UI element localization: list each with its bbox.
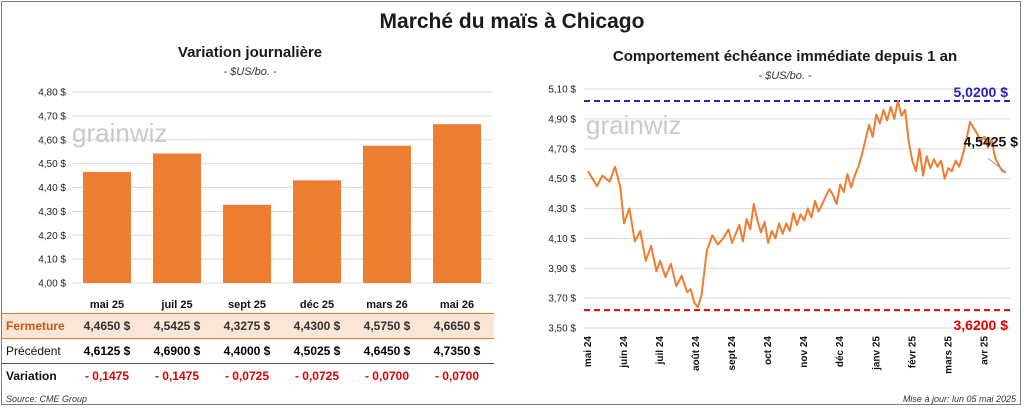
y-tick-label: 4,40 $ [38, 183, 66, 194]
last-label-leader [987, 157, 1007, 173]
table-cell: 4,4000 $ [223, 344, 271, 358]
left-bar-chart: 4,00 $ 4,10 $ 4,20 $ 4,30 $ 4,40 $ 4,50 $ 4,60… [38, 88, 492, 311]
category-label: juil 25 [160, 299, 192, 311]
y-tick-label: 3,70 $ [548, 294, 576, 305]
x-tick-label: janv 25 [871, 336, 882, 371]
table-cell: 4,6650 $ [433, 319, 481, 333]
y-tick-label: 4,30 $ [38, 207, 66, 218]
right-line-chart: 3,50 $ 3,70 $ 3,90 $ 4,10 $ 4,30 $ 4,50 $ 4,70… [548, 84, 1019, 374]
y-tick-label: 4,10 $ [38, 255, 66, 266]
right-chart-unit: - $US/bo. - [758, 70, 812, 82]
update-note: Mise à jour: lun 05 mai 2025 [902, 394, 1016, 404]
x-tick-label: juil 24 [655, 336, 666, 366]
y-tick-label: 3,90 $ [548, 264, 576, 275]
table-cell: 4,3275 $ [223, 319, 271, 333]
category-label: déc 25 [300, 299, 334, 311]
y-tick-label: 4,80 $ [38, 88, 66, 99]
x-tick-label: mai 24 [583, 336, 594, 368]
table-cell: - 0,0725 [224, 369, 270, 383]
y-tick-label: 3,50 $ [548, 324, 576, 335]
table-row: Précédent 4,6125 $ 4,6900 $ 4,4000 $ 4,5025 … [2, 339, 494, 364]
y-tick-label: 4,30 $ [548, 204, 576, 215]
x-tick-label: févr 25 [907, 336, 918, 369]
table-cell: - 0,0725 [294, 369, 340, 383]
bar [293, 180, 341, 283]
watermark-logo: grainwiz [72, 118, 167, 148]
y-tick-label: 4,70 $ [38, 111, 66, 122]
table-cell: 4,4650 $ [83, 319, 131, 333]
category-label: sept 25 [228, 299, 266, 311]
max-label: 5,0200 $ [954, 84, 1009, 100]
bar [223, 204, 271, 283]
left-chart-title: Variation journalière [177, 44, 323, 61]
price-series-line [587, 100, 1007, 309]
bar [363, 145, 411, 283]
y-tick-label: 4,10 $ [548, 234, 576, 245]
table-row: Fermeture 4,4650 $ 4,5425 $ 4,3275 $ 4,4300 … [2, 313, 494, 339]
x-tick-label: nov 24 [799, 336, 810, 368]
y-tick-label: 4,70 $ [548, 144, 576, 155]
table-cell: 4,6900 $ [153, 344, 201, 358]
y-tick-label: 4,90 $ [548, 114, 576, 125]
table-cell: 4,7350 $ [433, 344, 481, 358]
table-row: Variation - 0,1475 - 0,1475 - 0,0725 - 0,072… [2, 364, 494, 388]
table-cell: 4,6125 $ [83, 344, 131, 358]
x-tick-label: déc 24 [835, 336, 846, 368]
x-tick-label: oct 24 [763, 336, 774, 365]
category-label: mai 26 [440, 299, 474, 311]
row-label: Précédent [6, 344, 61, 358]
category-label: mai 25 [90, 299, 124, 311]
row-label: Fermeture [6, 319, 65, 333]
bar [433, 124, 481, 283]
y-tick-label: 5,10 $ [548, 85, 576, 96]
table-cell: 4,5750 $ [363, 319, 411, 333]
left-chart-unit: - $US/bo. - [223, 66, 277, 78]
table-cell: 4,4300 $ [293, 319, 341, 333]
main-title: Marché du maïs à Chicago [379, 10, 645, 33]
x-tick-label: août 24 [691, 336, 702, 371]
table-cell: - 0,0700 [434, 369, 480, 383]
bar [153, 153, 201, 283]
x-tick-label: sept 24 [727, 336, 738, 371]
watermark-logo: grainwiz [586, 110, 681, 140]
table-cell: - 0,1475 [84, 369, 130, 383]
table-cell: - 0,0700 [364, 369, 410, 383]
table-cell: - 0,1475 [154, 369, 200, 383]
row-label: Variation [6, 369, 57, 383]
y-tick-label: 4,50 $ [548, 174, 576, 185]
y-tick-label: 4,00 $ [38, 279, 66, 290]
bar [83, 171, 131, 283]
y-tick-label: 4,60 $ [38, 135, 66, 146]
last-value-label: 4,5425 $ [964, 133, 1019, 149]
table-cell: 4,5025 $ [293, 344, 341, 358]
x-tick-label: avr 25 [979, 336, 990, 365]
x-tick-label: mars 25 [943, 336, 954, 374]
min-label: 3,6200 $ [954, 317, 1009, 333]
right-chart-title: Comportement échéance immédiate depuis 1… [612, 48, 958, 65]
table-cell: 4,5425 $ [153, 319, 201, 333]
source-note: Source: CME Group [6, 394, 88, 404]
category-label: mars 26 [366, 299, 408, 311]
y-tick-label: 4,20 $ [38, 231, 66, 242]
y-tick-label: 4,50 $ [38, 159, 66, 170]
table-cell: 4,6450 $ [363, 344, 411, 358]
x-tick-label: juin 24 [619, 336, 630, 369]
